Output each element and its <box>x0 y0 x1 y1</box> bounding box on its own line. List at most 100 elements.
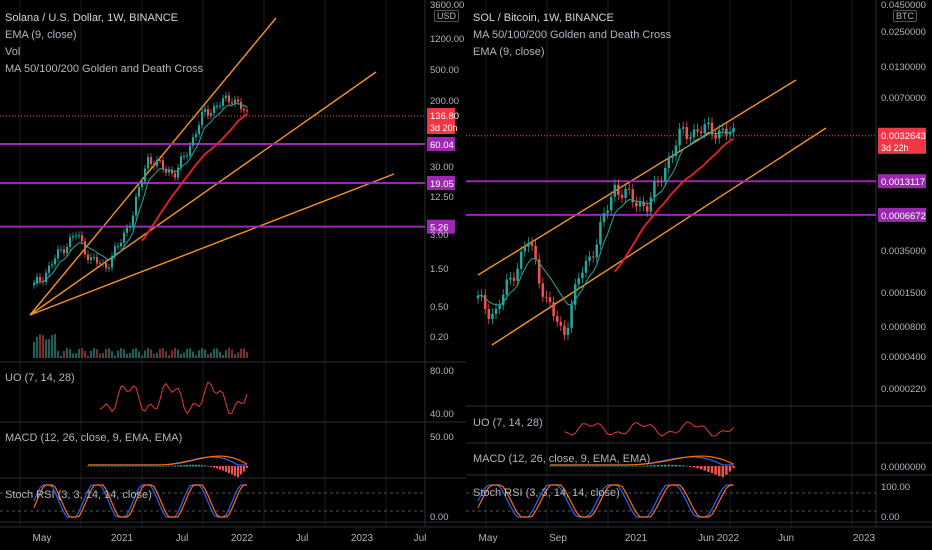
solusd-indicator-vol[interactable]: Vol <box>5 46 21 58</box>
time-axis-tick: 2023 <box>853 533 876 544</box>
volume-bar <box>212 348 216 358</box>
candle-body <box>606 210 609 214</box>
solusd-currency-badge[interactable]: USD <box>434 10 460 22</box>
volume-bar <box>128 352 132 358</box>
macd-histogram-bar <box>613 466 617 467</box>
candle-body <box>591 256 595 258</box>
candle-body <box>56 249 60 259</box>
macd-histogram-bar <box>104 466 108 467</box>
time-axis-tick: Jun <box>778 533 794 544</box>
macd-histogram-bar <box>191 464 195 467</box>
macd-histogram-bar <box>110 466 114 467</box>
uo-line <box>99 381 248 415</box>
candle-body <box>663 167 667 182</box>
macd-histogram-bar <box>236 466 240 478</box>
macd-histogram-bar <box>606 466 609 467</box>
macd-axis-tick: 0.0000000 <box>881 462 926 473</box>
volume-bar <box>170 350 174 358</box>
candle-body <box>59 249 63 251</box>
level-price-label: 60.04 <box>430 140 454 151</box>
macd-histogram-bar <box>692 466 696 468</box>
volume-bar <box>86 355 90 358</box>
candle-body <box>95 257 99 264</box>
macd-histogram-bar <box>140 466 144 467</box>
solbtc-chart-pane[interactable]: 0.0013117 0.0006672 0.0032643 3d 22h 0.04500… <box>466 0 932 550</box>
candle-body <box>653 181 656 198</box>
macd-histogram-bar <box>152 465 156 467</box>
solusd-chart-pane[interactable]: 60.04 19.05 5.26 136.80 3d 20h 3600.00 1200.00… <box>0 0 466 550</box>
solbtc-currency-badge[interactable]: BTC <box>893 10 917 22</box>
solusd-uo-label: UO (7, 14, 28) <box>5 372 75 384</box>
volume-bar <box>32 342 36 358</box>
solusd-indicator-ema[interactable]: EMA (9, close) <box>5 29 77 41</box>
volume-bar <box>218 351 222 358</box>
macd-histogram-bar <box>245 466 249 469</box>
macd-histogram-bar <box>227 466 231 474</box>
candle-body <box>530 242 534 246</box>
volume-bar <box>230 349 234 358</box>
macd-histogram-bar <box>581 466 584 467</box>
candle-body <box>555 316 559 322</box>
candle-body <box>137 187 141 197</box>
macd-histogram-bar <box>224 466 228 472</box>
volume-bar <box>56 350 60 358</box>
candle-body <box>92 257 96 259</box>
candle-body <box>233 99 237 104</box>
candle-body <box>122 232 126 243</box>
volume-bar <box>209 352 213 358</box>
price-axis-tick: 0.0130000 <box>881 62 926 73</box>
candle-body <box>678 128 681 146</box>
countdown-label: 3d 20h <box>430 123 458 133</box>
level-price-tag <box>427 136 455 151</box>
volume-bar <box>83 351 87 358</box>
last-price-label: 136.80 <box>430 111 459 122</box>
macd-line <box>88 456 247 466</box>
time-axis-tick: 2022 <box>717 533 740 544</box>
solbtc-indicator-ma[interactable]: MA 50/100/200 Golden and Death Cross <box>473 29 672 41</box>
time-axis-tick: 2021 <box>625 533 648 544</box>
time-axis-tick: 2023 <box>351 533 374 544</box>
candle-body <box>552 302 555 317</box>
volume-bar <box>215 348 219 358</box>
volume-bar <box>47 339 51 358</box>
candle-body <box>667 157 671 168</box>
solbtc-indicator-ema[interactable]: EMA (9, close) <box>473 46 545 58</box>
macd-histogram-bar <box>638 465 642 467</box>
candle-body <box>206 109 210 116</box>
candle-body <box>595 244 599 258</box>
candle-body <box>230 102 234 104</box>
macd-histogram-bar <box>143 466 147 467</box>
price-axis-tick: 0.0000800 <box>881 322 926 333</box>
macd-histogram-bar <box>563 466 566 467</box>
macd-histogram-bar <box>674 464 678 467</box>
candle-body <box>728 132 732 135</box>
macd-histogram-bar <box>599 466 602 467</box>
candle-body <box>179 156 183 168</box>
candle-body <box>494 308 498 314</box>
macd-histogram-bar <box>128 466 132 467</box>
candle-body <box>182 156 186 158</box>
candle-body <box>487 309 491 319</box>
macd-histogram-bar <box>588 466 591 467</box>
candle-body <box>681 127 685 129</box>
price-axis-tick: 0.0000400 <box>881 352 926 363</box>
macd-histogram-bar <box>209 466 213 467</box>
macd-histogram-bar <box>566 466 570 467</box>
level-price-tag <box>427 219 455 234</box>
level-price-tag <box>878 174 926 189</box>
macd-histogram-bar <box>125 466 129 467</box>
solbtc-legend: SOL / Bitcoin, 1W, BINANCE MA 50/100/200… <box>473 10 671 61</box>
macd-histogram-bar <box>230 466 234 475</box>
macd-histogram-bar <box>113 466 117 467</box>
time-axis-tick: Jun <box>698 533 714 544</box>
candle-body <box>545 296 548 298</box>
last-price-tag <box>427 108 455 135</box>
macd-histogram-bar <box>645 465 649 467</box>
macd-histogram-bar <box>699 466 703 470</box>
candle-body <box>71 236 75 238</box>
candle-body <box>128 226 132 228</box>
macd-histogram-bar <box>631 465 635 467</box>
solusd-indicator-ma[interactable]: MA 50/100/200 Golden and Death Cross <box>5 63 204 75</box>
